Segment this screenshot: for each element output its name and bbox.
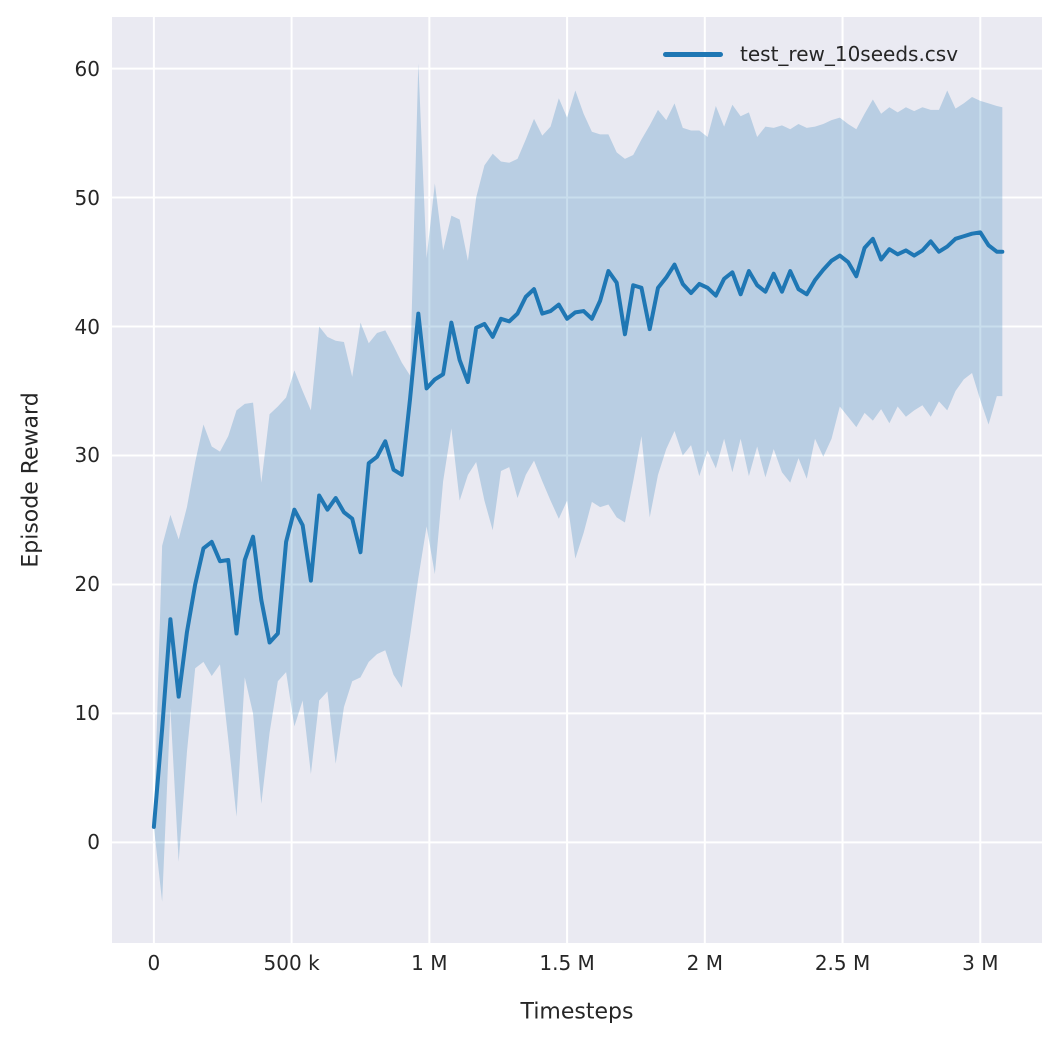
y-tick-label: 10 xyxy=(74,701,100,726)
legend-line-swatch xyxy=(663,51,723,57)
x-axis-label: Timesteps xyxy=(520,999,634,1025)
y-tick-label: 30 xyxy=(74,443,100,468)
y-tick-label: 50 xyxy=(74,185,100,210)
legend-label: test_rew_10seeds.csv xyxy=(740,42,959,66)
y-tick-label: 20 xyxy=(74,572,100,597)
y-tick-label: 40 xyxy=(74,314,100,339)
legend: test_rew_10seeds.csv xyxy=(663,42,958,66)
confidence-band xyxy=(153,63,1003,902)
x-tick-label: 0 xyxy=(147,951,161,975)
mean-reward-line xyxy=(151,230,1005,829)
x-tick-label: 3 M xyxy=(962,951,999,975)
x-tick-label: 2.5 M xyxy=(814,951,871,975)
y-tick-label: 0 xyxy=(87,830,100,855)
x-tick-label: 500 k xyxy=(263,951,320,975)
plot-area xyxy=(112,17,1042,943)
y-tick-label: 60 xyxy=(74,56,100,81)
x-tick-label: 1.5 M xyxy=(539,951,595,975)
y-axis-label: Episode Reward xyxy=(18,392,44,568)
chart-plot xyxy=(112,17,1042,943)
x-tick-label: 2 M xyxy=(686,951,723,975)
x-tick-label: 1 M xyxy=(411,951,448,975)
